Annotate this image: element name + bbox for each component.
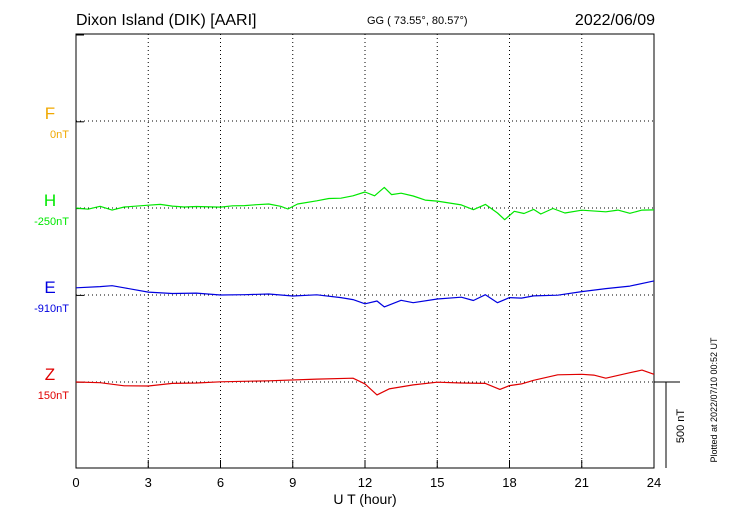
series-name-h: H bbox=[44, 191, 56, 210]
series-name-f: F bbox=[45, 104, 55, 123]
x-tick-label: 24 bbox=[647, 475, 661, 490]
coordinates-label: GG ( 73.55°, 80.57°) bbox=[367, 15, 468, 27]
x-tick-label: 9 bbox=[289, 475, 296, 490]
series-traces bbox=[75, 186, 655, 396]
station-title: Dixon Island (DIK) [AARI] bbox=[76, 12, 257, 29]
date-label: 2022/06/09 bbox=[575, 12, 655, 29]
series-name-z: Z bbox=[45, 365, 55, 384]
series-line-z bbox=[75, 369, 655, 396]
scale-bar: 500 nT bbox=[654, 381, 687, 468]
x-tick-label: 0 bbox=[72, 475, 79, 490]
x-tick-label: 15 bbox=[430, 475, 444, 490]
series-baseline-e: -910nT bbox=[34, 303, 69, 315]
grid bbox=[76, 34, 654, 468]
series-line-e bbox=[75, 280, 655, 308]
series-baseline-z: 150nT bbox=[38, 390, 69, 402]
x-tick-label: 18 bbox=[502, 475, 516, 490]
plotted-timestamp: Plotted at 2022/07/10 00:52 UT bbox=[709, 337, 719, 463]
x-tick-label: 6 bbox=[217, 475, 224, 490]
series-baseline-h: -250nT bbox=[34, 216, 69, 228]
x-tick-label: 21 bbox=[575, 475, 589, 490]
series-baseline-f: 0nT bbox=[50, 129, 69, 141]
scale-bar-label: 500 nT bbox=[675, 409, 687, 444]
x-axis: 0 3 6 9 12 15 18 21 24 bbox=[72, 460, 661, 490]
series-name-e: E bbox=[44, 278, 55, 297]
series-labels: F 0nT H -250nT E -910nT Z 150nT bbox=[34, 104, 69, 402]
x-tick-label: 3 bbox=[145, 475, 152, 490]
x-tick-label: 12 bbox=[358, 475, 372, 490]
series-line-h bbox=[75, 186, 655, 221]
x-axis-label: U T (hour) bbox=[333, 491, 396, 507]
